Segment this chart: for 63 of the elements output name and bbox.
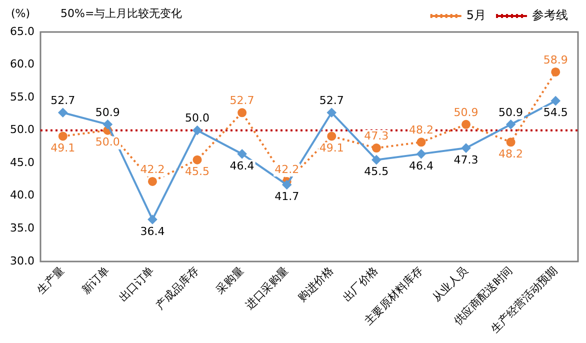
- point: [282, 180, 292, 190]
- point: [551, 67, 560, 76]
- data-label: 45.5: [185, 165, 210, 178]
- data-label: 47.3: [364, 129, 389, 142]
- data-label: 50.0: [185, 112, 210, 125]
- point: [327, 132, 336, 141]
- data-label: 54.5: [543, 106, 568, 120]
- data-label: 47.3: [454, 153, 478, 166]
- legend-label: 参考线: [532, 8, 568, 22]
- y-tick-label: 50.0: [10, 123, 34, 136]
- point: [192, 126, 202, 135]
- point: [506, 120, 516, 129]
- y-axis-title: (%): [10, 6, 30, 20]
- data-label: 42.2: [140, 162, 165, 176]
- point: [238, 108, 247, 118]
- data-label: 52.7: [230, 94, 254, 107]
- point: [58, 132, 68, 141]
- data-label: 46.4: [408, 159, 434, 172]
- y-tick-label: 45.0: [10, 156, 34, 169]
- y-tick-label: 65.0: [10, 24, 34, 38]
- x-tick-label: 从业人员: [430, 264, 470, 304]
- data-label: 36.4: [140, 224, 165, 238]
- y-tick-label: 30.0: [10, 254, 34, 268]
- point: [192, 155, 202, 164]
- data-label: 58.9: [543, 53, 568, 66]
- point: [462, 120, 471, 129]
- x-tick-label: 出厂价格: [340, 264, 381, 304]
- legend-label: 5月: [466, 8, 486, 22]
- data-label: 42.2: [274, 162, 300, 176]
- point: [148, 214, 157, 224]
- point: [551, 96, 560, 106]
- data-label: 50.0: [95, 136, 120, 149]
- data-label: 45.5: [364, 165, 389, 178]
- point: [327, 108, 336, 118]
- y-tick-label: 60.0: [10, 58, 34, 71]
- data-label: 48.2: [498, 147, 524, 160]
- point: [103, 120, 112, 129]
- point: [462, 144, 471, 153]
- y-tick-label: 55.0: [10, 90, 34, 104]
- data-label: 50.9: [454, 106, 478, 119]
- data-label: 52.7: [319, 94, 344, 107]
- data-label: 52.7: [50, 94, 76, 107]
- point: [58, 108, 68, 118]
- data-label: 48.2: [408, 123, 434, 136]
- data-label: 49.1: [319, 142, 344, 155]
- point: [506, 138, 516, 147]
- x-tick-label: 购进价格: [295, 264, 336, 304]
- point: [372, 155, 381, 164]
- text: 50%=与上月比较无变化: [60, 6, 182, 20]
- x-tick-label: 新订单: [79, 264, 112, 297]
- data-label: 50.9: [498, 106, 524, 119]
- y-tick-label: 40.0: [10, 188, 34, 202]
- point: [148, 176, 157, 186]
- data-label: 49.1: [50, 142, 76, 155]
- y-tick-label: 35.0: [10, 222, 34, 235]
- point: [416, 149, 426, 158]
- data-label: 46.4: [230, 159, 254, 172]
- data-label: 50.9: [95, 106, 120, 119]
- data-label: 41.7: [274, 190, 300, 204]
- point: [372, 144, 381, 153]
- point: [238, 149, 247, 158]
- x-tick-label: 生产量: [34, 264, 68, 297]
- point: [416, 138, 426, 147]
